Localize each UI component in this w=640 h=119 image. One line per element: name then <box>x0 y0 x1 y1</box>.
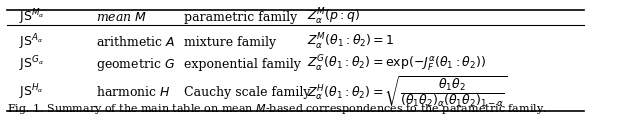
Text: $\mathrm{JS}^{H_\alpha}$: $\mathrm{JS}^{H_\alpha}$ <box>19 82 44 102</box>
Text: $\mathrm{JS}^{A_\alpha}$: $\mathrm{JS}^{A_\alpha}$ <box>19 32 44 52</box>
Text: mixture family: mixture family <box>184 36 276 49</box>
Text: mean $M$: mean $M$ <box>95 11 147 24</box>
Text: $Z_\alpha^M(\theta_1:\theta_2)=1$: $Z_\alpha^M(\theta_1:\theta_2)=1$ <box>307 32 395 52</box>
Text: parametric family: parametric family <box>184 11 297 24</box>
Text: $\mathrm{JS}^{G_\alpha}$: $\mathrm{JS}^{G_\alpha}$ <box>19 54 44 74</box>
Text: Fig. 1. Summary of the main table on mean $M$-based correspondences to the param: Fig. 1. Summary of the main table on mea… <box>7 102 547 117</box>
Text: geometric $G$: geometric $G$ <box>95 56 175 73</box>
Text: harmonic $H$: harmonic $H$ <box>95 85 170 99</box>
Text: exponential family: exponential family <box>184 58 301 71</box>
Text: $Z_\alpha^G(\theta_1:\theta_2)=\exp(-J_F^\alpha(\theta_1:\theta_2))$: $Z_\alpha^G(\theta_1:\theta_2)=\exp(-J_F… <box>307 54 486 74</box>
Text: $Z_\alpha^H(\theta_1:\theta_2)=\sqrt{\dfrac{\theta_1\theta_2}{(\theta_1\theta_2): $Z_\alpha^H(\theta_1:\theta_2)=\sqrt{\df… <box>307 74 508 110</box>
Text: $\mathrm{JS}^{M_\alpha}$: $\mathrm{JS}^{M_\alpha}$ <box>19 7 45 27</box>
Text: Cauchy scale family: Cauchy scale family <box>184 86 310 99</box>
Text: $Z_\alpha^M(p:q)$: $Z_\alpha^M(p:q)$ <box>307 7 360 27</box>
Text: arithmetic $A$: arithmetic $A$ <box>95 35 175 49</box>
